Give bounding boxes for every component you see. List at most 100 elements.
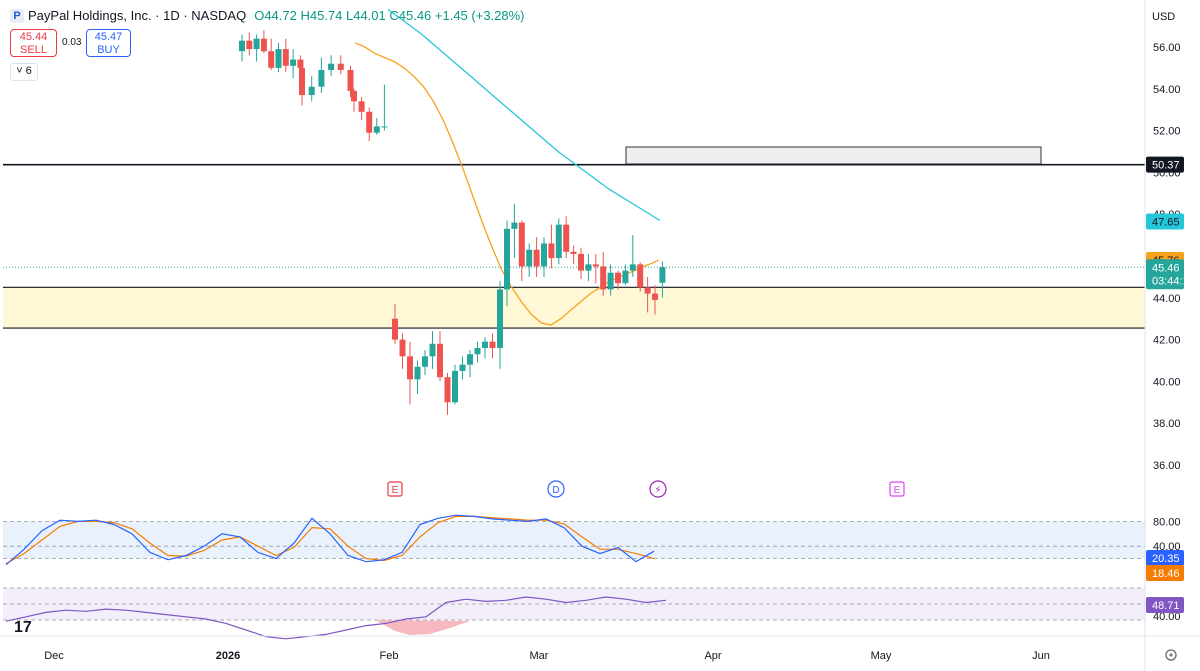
candle-body — [555, 224, 562, 259]
stoch-tick-label: 80.00 — [1153, 516, 1181, 528]
symbol-title[interactable]: PayPal Holdings, Inc. · 1D · NASDAQ — [28, 8, 247, 23]
level-price-label: 50.37 — [1152, 160, 1180, 172]
candle-body — [600, 266, 607, 290]
stoch-d-value: 18.46 — [1152, 568, 1180, 580]
candle-body — [548, 243, 555, 259]
event-label-2: ⚡ — [654, 485, 661, 496]
price-axis[interactable]: 36.0038.0040.0042.0044.0046.0048.0050.00… — [1153, 42, 1181, 623]
ma-slow-line — [387, 8, 661, 222]
candle-body — [541, 243, 547, 267]
candle-body — [659, 267, 666, 283]
candle-body — [482, 341, 488, 348]
event-markers[interactable]: E D ⚡ E — [387, 480, 905, 498]
candle-body — [429, 343, 436, 357]
price-tick-label: 52.00 — [1153, 126, 1181, 138]
rsi-tick-label: 40.00 — [1153, 611, 1181, 623]
candle-body — [444, 377, 451, 403]
sell-label: SELL — [20, 44, 47, 56]
event-label-0: E — [392, 485, 399, 496]
candle-body — [467, 354, 473, 365]
candle-body — [489, 341, 496, 348]
price-tick-label: 44.00 — [1153, 293, 1181, 305]
tradingview-logo[interactable]: 17 — [14, 619, 32, 636]
candle-body — [629, 264, 636, 271]
candle-body — [437, 343, 443, 378]
candle-body — [563, 224, 570, 252]
rsi-value: 48.71 — [1152, 600, 1180, 612]
price-axis-markers: 50.3747.6545.7645.4603:44:1420.3518.4648… — [1146, 156, 1195, 613]
buy-price: 45.47 — [94, 31, 123, 43]
ma-slow-price-label-bg — [1146, 213, 1184, 230]
event-label-1: D — [552, 485, 559, 496]
time-label: May — [871, 650, 892, 662]
stoch-k-line — [5, 514, 655, 566]
candle-body — [585, 264, 592, 271]
currency-label[interactable]: USD — [1152, 11, 1175, 23]
candle-body — [570, 251, 577, 254]
gray-target-box — [625, 146, 1042, 165]
ma-slow-price-label: 47.65 — [1152, 217, 1180, 229]
candle-body — [518, 222, 525, 267]
rsi-pane — [3, 587, 1145, 640]
time-label: Mar — [530, 650, 549, 662]
price-tick-label: 36.00 — [1153, 460, 1181, 472]
ohlc-values: O44.72 H45.74 L44.01 C45.46 +1.45 (+3.28… — [254, 8, 525, 23]
rsi-oversold-fill — [375, 620, 470, 635]
rsi-line — [5, 596, 667, 640]
candle-body — [592, 264, 599, 267]
stoch-d-value-bg — [1146, 565, 1184, 581]
event-badge-2 — [649, 480, 667, 498]
stoch-k-value: 20.35 — [1152, 553, 1180, 565]
candles — [239, 30, 666, 415]
candle-body — [459, 364, 466, 371]
level-price-label-bg — [1146, 156, 1184, 173]
candle-body — [347, 69, 354, 91]
candle-body — [373, 126, 380, 133]
spread-value: 0.03 — [62, 37, 82, 48]
candle-body — [652, 293, 658, 300]
candle-body — [297, 59, 304, 68]
candle-body — [637, 264, 644, 288]
symbol-header[interactable]: P PayPal Holdings, Inc. · 1D · NASDAQ O4… — [10, 8, 525, 23]
settings-gear-icon[interactable] — [1165, 649, 1177, 661]
buy-button[interactable]: 45.47 BUY — [86, 29, 131, 57]
time-label: 2026 — [216, 650, 240, 662]
candle-body — [392, 318, 398, 340]
candle-body — [351, 90, 357, 102]
event-label-3: E — [894, 485, 901, 496]
event-badge-1 — [547, 480, 565, 498]
stoch-k-value-bg — [1146, 550, 1184, 566]
candle-body — [644, 287, 651, 294]
event-badge-0 — [387, 481, 403, 497]
time-label: Dec — [44, 650, 64, 662]
indicators-toggle-button[interactable]: ˅ 6 — [10, 63, 38, 81]
candle-body — [253, 38, 260, 50]
horizontal-levels — [3, 163, 1145, 329]
time-axis[interactable]: Dec 2026 Feb Mar Apr May Jun — [44, 650, 1050, 662]
candle-body — [299, 67, 305, 96]
buy-label: BUY — [97, 44, 120, 56]
sell-button[interactable]: 45.44 SELL — [10, 29, 57, 57]
candle-body — [615, 272, 621, 284]
candle-body — [268, 51, 275, 68]
candle-body — [328, 63, 335, 70]
time-label: Feb — [380, 650, 399, 662]
candle-body — [422, 356, 428, 367]
price-tick-label: 54.00 — [1153, 84, 1181, 96]
price-tick-label: 40.00 — [1153, 376, 1181, 388]
candle-body — [526, 249, 533, 267]
price-tick-label: 42.00 — [1153, 335, 1181, 347]
stoch-band — [3, 521, 1145, 559]
candle-body — [414, 366, 421, 380]
candle-body — [504, 228, 510, 290]
candle-body — [282, 49, 289, 66]
candle-body — [381, 126, 388, 128]
candle-body — [578, 253, 584, 271]
candle-body — [275, 49, 282, 68]
candle-body — [407, 356, 413, 380]
paypal-logo-icon: P — [10, 8, 24, 23]
last-price-label: 45.46 — [1152, 262, 1180, 274]
indicators-count: 6 — [25, 65, 32, 77]
candle-body — [399, 339, 406, 357]
